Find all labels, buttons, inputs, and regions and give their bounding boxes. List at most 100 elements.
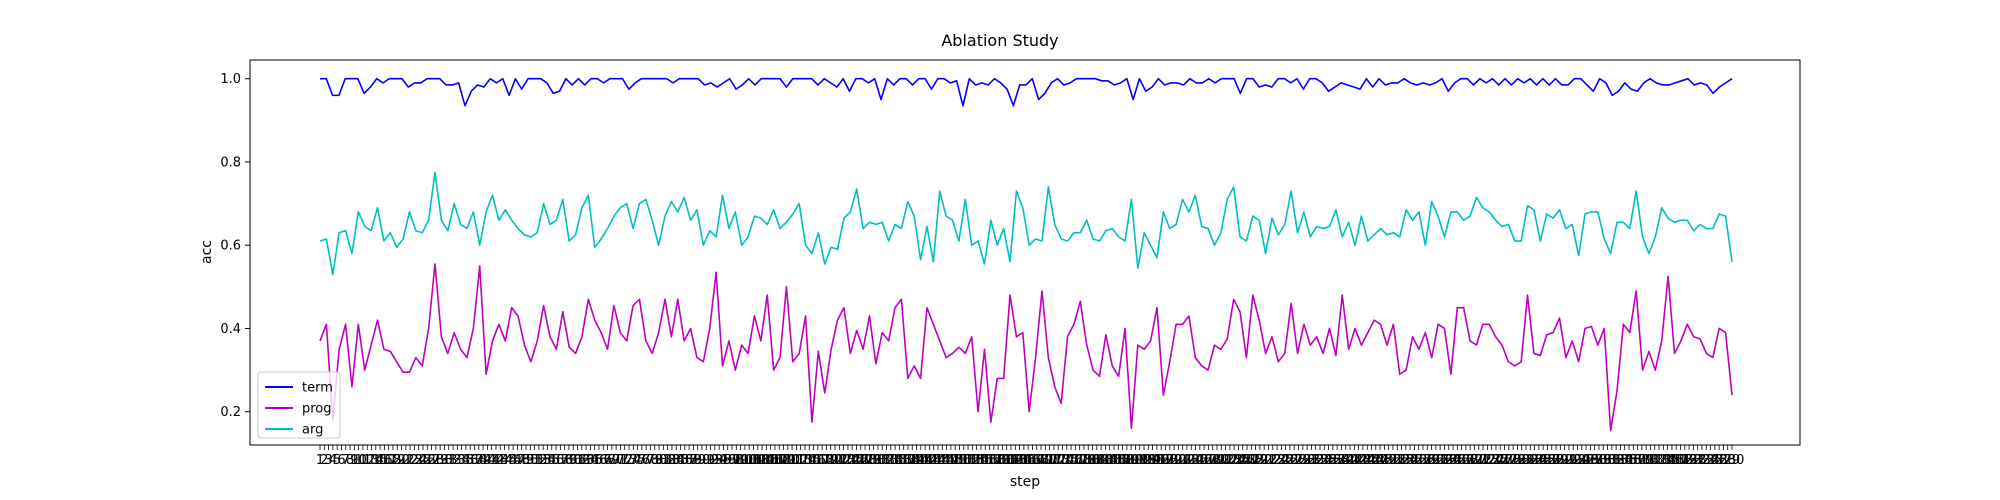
- x-tick-label: 218: [1239, 453, 1264, 468]
- x-tick-label: 90: [694, 453, 711, 468]
- x-tick-label: 305: [1612, 453, 1637, 468]
- x-tick-label: 128: [853, 453, 878, 468]
- x-tick-label: 137: [891, 453, 916, 468]
- x-tick-label: 173: [1046, 453, 1071, 468]
- x-tick-label: 312: [1642, 453, 1667, 468]
- x-tick-label: 101: [737, 453, 762, 468]
- x-tick-label: 277: [1492, 453, 1517, 468]
- x-tick-label: 219: [1243, 453, 1268, 468]
- x-tick-label: 226: [1273, 453, 1298, 468]
- x-tick-label: 34: [453, 453, 470, 468]
- x-tick-label: 83: [664, 453, 681, 468]
- x-tick-label: 280: [1505, 453, 1530, 468]
- x-tick-label: 200: [1162, 453, 1187, 468]
- x-tick-label: 62: [574, 453, 591, 468]
- x-tick-label: 158: [981, 453, 1006, 468]
- x-tick-label: 263: [1432, 453, 1457, 468]
- x-tick-label: 214: [1222, 453, 1247, 468]
- x-tick-label: 61: [569, 453, 586, 468]
- x-tick-label: 166: [1016, 453, 1041, 468]
- x-tick-label: 155: [969, 453, 994, 468]
- x-tick-label: 171: [1037, 453, 1062, 468]
- y-tick-label: 0.6: [220, 239, 241, 254]
- x-tick-label: 144: [921, 453, 946, 468]
- x-tick-label: 222: [1256, 453, 1281, 468]
- x-tick-label: 223: [1260, 453, 1285, 468]
- x-tick-label: 184: [1093, 453, 1118, 468]
- x-tick-label: 82: [659, 453, 676, 468]
- x-tick-label: 238: [1325, 453, 1350, 468]
- x-tick-label: 252: [1385, 453, 1410, 468]
- x-tick-label: 202: [1170, 453, 1195, 468]
- x-tick-label: 111: [780, 453, 805, 468]
- x-tick-label: 253: [1389, 453, 1414, 468]
- x-tick-label: 6: [337, 453, 345, 468]
- x-tick-label: 25: [415, 453, 432, 468]
- x-tick-label: 169: [1029, 453, 1054, 468]
- x-tick-label: 36: [462, 453, 479, 468]
- x-tick-label: 38: [471, 453, 488, 468]
- x-tick-label: 213: [1217, 453, 1242, 468]
- x-tick-label: 292: [1556, 453, 1581, 468]
- x-tick-label: 224: [1265, 453, 1290, 468]
- x-tick-label: 300: [1591, 453, 1616, 468]
- x-tick-label: 290: [1548, 453, 1573, 468]
- x-tick-label: 198: [1153, 453, 1178, 468]
- x-tick-label: 139: [900, 453, 925, 468]
- x-tick-label: 27: [423, 453, 440, 468]
- x-tick-label: 57: [552, 453, 569, 468]
- x-tick-label: 315: [1655, 453, 1680, 468]
- x-tick-label: 117: [805, 453, 830, 468]
- x-tick-label: 236: [1316, 453, 1341, 468]
- x-axis: 1234567891011121314151617181920212223242…: [316, 445, 1744, 468]
- x-tick-label: 22: [402, 453, 419, 468]
- x-tick-label: 15: [372, 453, 389, 468]
- x-tick-label: 73: [621, 453, 638, 468]
- x-tick-label: 307: [1621, 453, 1646, 468]
- x-tick-label: 133: [874, 453, 899, 468]
- x-tick-label: 165: [1011, 453, 1036, 468]
- x-tick-label: 309: [1629, 453, 1654, 468]
- x-tick-label: 189: [1114, 453, 1139, 468]
- x-tick-label: 63: [578, 453, 595, 468]
- x-tick-label: 42: [488, 453, 505, 468]
- x-tick-label: 322: [1685, 453, 1710, 468]
- x-tick-label: 150: [947, 453, 972, 468]
- x-tick-label: 225: [1269, 453, 1294, 468]
- x-tick-label: 175: [1054, 453, 1079, 468]
- x-tick-label: 35: [458, 453, 475, 468]
- x-tick-label: 49: [518, 453, 535, 468]
- x-tick-label: 65: [586, 453, 603, 468]
- x-tick-label: 203: [1175, 453, 1200, 468]
- x-tick-label: 306: [1617, 453, 1642, 468]
- x-tick-label: 142: [913, 453, 938, 468]
- x-tick-label: 289: [1544, 453, 1569, 468]
- x-tick-label: 190: [1119, 453, 1144, 468]
- x-tick-label: 32: [445, 453, 462, 468]
- x-tick-label: 108: [767, 453, 792, 468]
- x-tick-label: 282: [1514, 453, 1539, 468]
- x-tick-label: 246: [1359, 453, 1384, 468]
- x-tick-label: 135: [883, 453, 908, 468]
- x-tick-label: 40: [479, 453, 496, 468]
- x-tick-label: 248: [1368, 453, 1393, 468]
- x-tick-label: 235: [1312, 453, 1337, 468]
- x-tick-label: 136: [887, 453, 912, 468]
- x-tick-label: 115: [797, 453, 822, 468]
- x-tick-label: 156: [973, 453, 998, 468]
- x-tick-label: 92: [702, 453, 719, 468]
- x-tick-label: 28: [428, 453, 445, 468]
- x-tick-label: 78: [642, 453, 659, 468]
- y-axis-label: acc: [199, 240, 215, 264]
- x-tick-label: 4: [329, 453, 337, 468]
- x-tick-label: 124: [835, 453, 860, 468]
- legend: term prog arg: [257, 371, 341, 439]
- x-tick-label: 260: [1419, 453, 1444, 468]
- x-tick-label: 293: [1561, 453, 1586, 468]
- x-tick-label: 120: [818, 453, 843, 468]
- x-tick-label: 317: [1664, 453, 1689, 468]
- x-tick-label: 245: [1355, 453, 1380, 468]
- x-tick-label: 181: [1080, 453, 1105, 468]
- x-tick-label: 179: [1072, 453, 1097, 468]
- x-tick-label: 308: [1625, 453, 1650, 468]
